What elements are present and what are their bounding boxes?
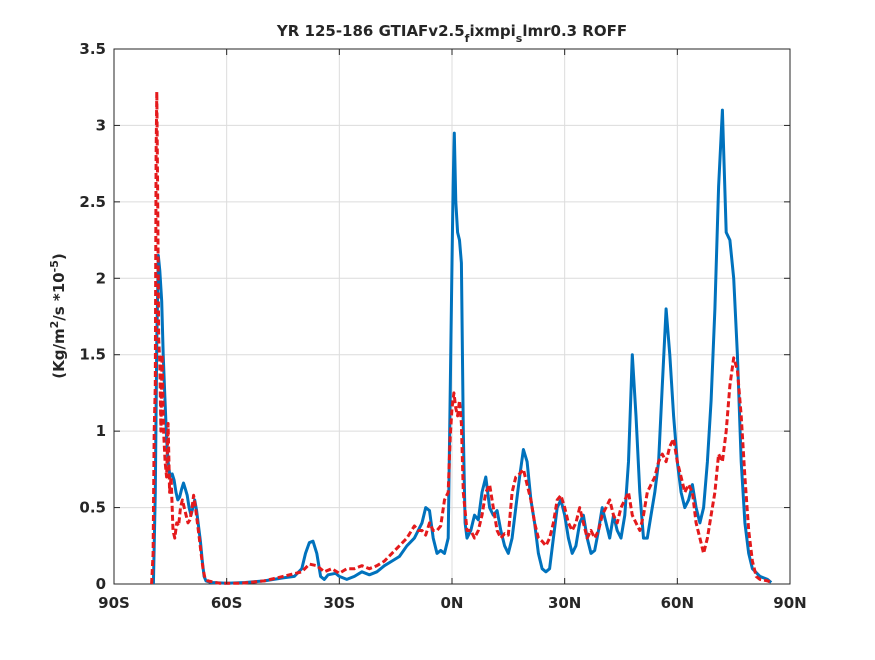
y-tick-label: 3.5 <box>79 40 106 58</box>
y-tick-label: 0 <box>96 575 106 593</box>
y-tick-label: 3 <box>96 116 106 134</box>
x-tick-label: 60N <box>661 594 694 612</box>
x-tick-label: 30S <box>323 594 355 612</box>
x-tick-label: 60S <box>211 594 243 612</box>
ticks: 90S 60S 30S 0N 30N 60N 90N 0 0.5 1 1.5 2 2.5 3 3.5 <box>79 40 806 612</box>
series-line-2 <box>150 90 772 585</box>
y-axis-label: (Kg/m2/s *10-5) <box>48 253 68 378</box>
x-tick-label: 90S <box>98 594 130 612</box>
x-tick-label: 30N <box>548 594 581 612</box>
y-tick-label: 2 <box>96 269 106 287</box>
series-line-1 <box>151 108 773 585</box>
chart-title: YR 125-186 GTIAFv2.5fixmpislmr0.3 ROFF <box>276 22 627 45</box>
x-tick-label: 0N <box>441 594 464 612</box>
y-tick-label: 2.5 <box>79 193 106 211</box>
y-tick-label: 0.5 <box>79 499 106 517</box>
series-group <box>150 90 773 585</box>
y-tick-label: 1 <box>96 422 106 440</box>
y-tick-label: 1.5 <box>79 346 106 364</box>
x-tick-label: 90N <box>773 594 806 612</box>
